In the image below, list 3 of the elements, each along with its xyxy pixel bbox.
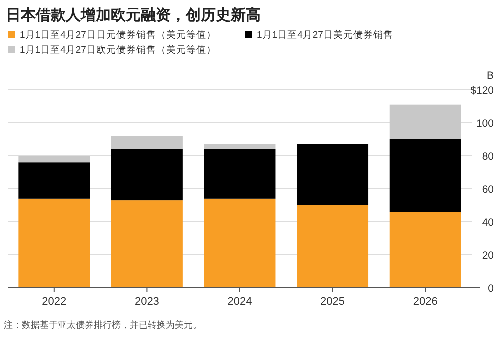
title: 日本借款人增加欧元融资，创历史新高 — [6, 7, 261, 24]
ylabel: B — [486, 70, 494, 82]
annotation: 注：数据基于亚太债券排行榜，并已转换为美元。 — [4, 320, 202, 330]
